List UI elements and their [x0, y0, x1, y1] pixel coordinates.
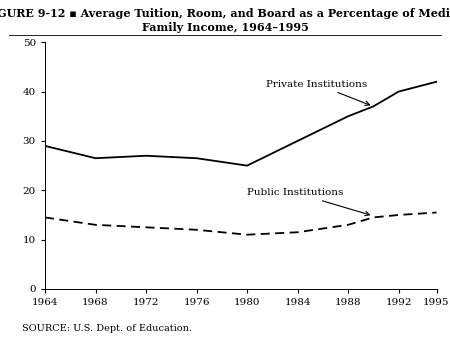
Text: SOURCE: U.S. Dept. of Education.: SOURCE: U.S. Dept. of Education. [22, 324, 193, 333]
Text: Public Institutions: Public Institutions [247, 188, 369, 216]
Text: FIGURE 9-12 ▪ Average Tuition, Room, and Board as a Percentage of Median: FIGURE 9-12 ▪ Average Tuition, Room, and… [0, 8, 450, 20]
Text: Private Institutions: Private Institutions [266, 80, 369, 105]
Text: Family Income, 1964–1995: Family Income, 1964–1995 [142, 22, 308, 33]
